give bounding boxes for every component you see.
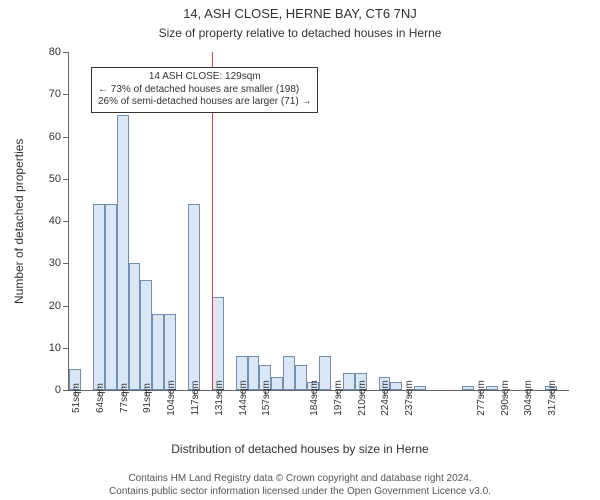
xtick-label: 210sqm bbox=[357, 380, 368, 416]
xtick-label: 131sqm bbox=[214, 380, 225, 416]
histogram-bar bbox=[212, 297, 224, 390]
ytick-label: 30 bbox=[49, 257, 61, 269]
footer-line-1: Contains HM Land Registry data © Crown c… bbox=[0, 473, 600, 486]
annotation-line: ← 73% of detached houses are smaller (19… bbox=[98, 84, 311, 97]
x-axis-label: Distribution of detached houses by size … bbox=[0, 442, 600, 456]
histogram-bar bbox=[140, 280, 152, 390]
ytick bbox=[63, 306, 69, 307]
plot-area: 0102030405060708051sqm64sqm77sqm91sqm104… bbox=[68, 52, 569, 391]
chart-title-2: Size of property relative to detached ho… bbox=[0, 26, 600, 40]
ytick-label: 20 bbox=[49, 300, 61, 312]
xtick-label: 304sqm bbox=[523, 380, 534, 416]
histogram-bar bbox=[248, 356, 260, 390]
ytick-label: 50 bbox=[49, 173, 61, 185]
ytick bbox=[63, 390, 69, 391]
xtick-label: 117sqm bbox=[190, 381, 201, 416]
xtick-label: 104sqm bbox=[166, 380, 177, 416]
histogram-bar bbox=[343, 373, 355, 390]
histogram-bar bbox=[188, 204, 200, 390]
footer-line-2: Contains public sector information licen… bbox=[0, 486, 600, 499]
ytick-label: 40 bbox=[49, 215, 61, 227]
footer-attribution: Contains HM Land Registry data © Crown c… bbox=[0, 473, 600, 498]
histogram-bar bbox=[390, 382, 402, 390]
annotation-line: 26% of semi-detached houses are larger (… bbox=[98, 96, 311, 109]
xtick-label: 51sqm bbox=[71, 383, 82, 413]
annotation-box: 14 ASH CLOSE: 129sqm← 73% of detached ho… bbox=[91, 67, 318, 113]
histogram-bar bbox=[105, 204, 117, 390]
ytick bbox=[63, 221, 69, 222]
histogram-bar bbox=[462, 386, 474, 390]
histogram-bar bbox=[295, 365, 307, 390]
chart-title-1: 14, ASH CLOSE, HERNE BAY, CT6 7NJ bbox=[0, 6, 600, 21]
histogram-bar bbox=[319, 356, 331, 390]
histogram-bar bbox=[164, 314, 176, 390]
xtick-label: 290sqm bbox=[500, 380, 511, 416]
ytick bbox=[63, 263, 69, 264]
histogram-bar bbox=[117, 115, 129, 390]
ytick bbox=[63, 137, 69, 138]
histogram-bar bbox=[152, 314, 164, 390]
histogram-bar bbox=[271, 377, 283, 390]
ytick-label: 70 bbox=[49, 88, 61, 100]
ytick bbox=[63, 52, 69, 53]
chart-container: 14, ASH CLOSE, HERNE BAY, CT6 7NJ Size o… bbox=[0, 0, 600, 500]
ytick-label: 60 bbox=[49, 131, 61, 143]
ytick-label: 10 bbox=[49, 342, 61, 354]
ytick bbox=[63, 179, 69, 180]
annotation-line: 14 ASH CLOSE: 129sqm bbox=[98, 71, 311, 84]
ytick bbox=[63, 348, 69, 349]
histogram-bar bbox=[414, 386, 426, 390]
ytick-label: 80 bbox=[49, 46, 61, 58]
histogram-bar bbox=[283, 356, 295, 390]
xtick-label: 317sqm bbox=[547, 380, 558, 416]
y-axis-label: Number of detached properties bbox=[12, 52, 26, 390]
histogram-bar bbox=[93, 204, 105, 390]
ytick bbox=[63, 94, 69, 95]
histogram-bar bbox=[486, 386, 498, 390]
histogram-bar bbox=[129, 263, 141, 390]
ytick-label: 0 bbox=[55, 384, 61, 396]
